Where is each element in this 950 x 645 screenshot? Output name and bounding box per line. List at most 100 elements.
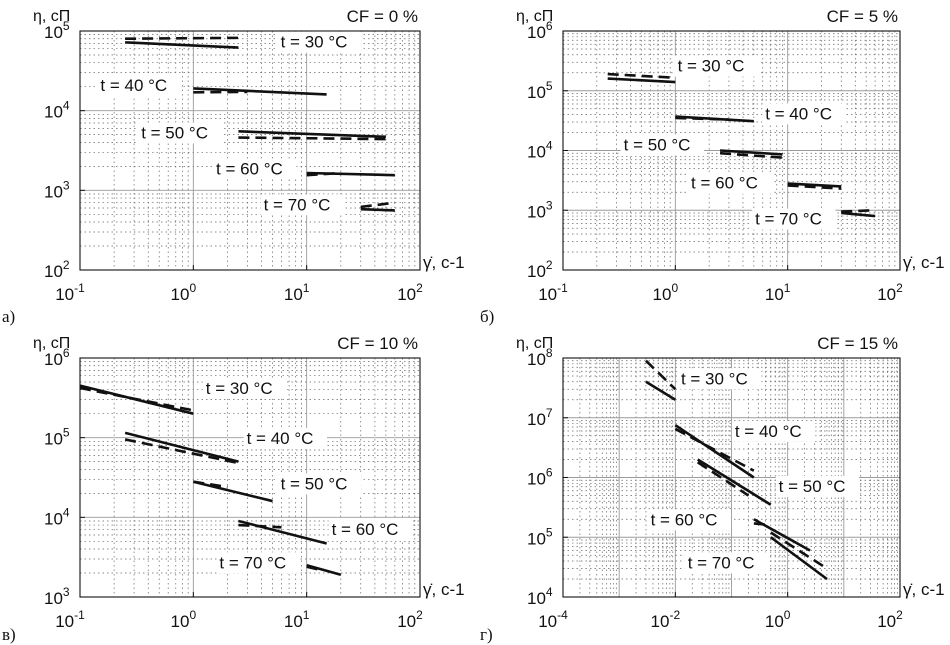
chart-panel-3: 10-1 100 101 102 103 104 105 1 0 6 t = 30 °C t = 40… <box>2 334 465 644</box>
series-line-solid <box>719 149 783 156</box>
x-tick-label: 102 <box>877 608 903 631</box>
x-tick-label: 102 <box>397 608 423 631</box>
panel-label: б) <box>480 307 494 326</box>
series-label-bg <box>138 122 222 144</box>
series-label: t = 60 °C <box>651 510 718 529</box>
series-line-dashed <box>79 386 194 412</box>
series-line-dashed <box>306 171 341 177</box>
panel-label: а) <box>2 307 15 326</box>
y-tick-exponent: 5 <box>546 79 553 93</box>
y-tick-exponent: 4 <box>546 585 553 599</box>
series-label-bg <box>202 377 287 399</box>
x-tick-exponent: 0 <box>189 608 196 622</box>
x-tick-exponent: -1 <box>74 281 85 295</box>
series-line-dashed <box>238 136 386 141</box>
y-tick-label: 104 <box>44 505 70 528</box>
series-line-dashed <box>607 72 676 80</box>
chart-panel-1: 10-1 100 101 102 102 103 104 1 0 5 t = 30 °C t = 40… <box>2 7 465 326</box>
panel-label: в) <box>2 625 16 644</box>
series-label: t = 30 °C <box>206 379 273 398</box>
x-tick-label: 102 <box>877 281 903 304</box>
series-line-solid <box>125 41 239 49</box>
x-tick-label: 100 <box>171 608 197 631</box>
y-axis-label: η, сП <box>33 335 70 352</box>
series-line-dashed <box>674 427 755 472</box>
y-tick-label: 105 <box>527 79 553 102</box>
x-tick-exponent: 1 <box>303 281 310 295</box>
x-tick-exponent: -1 <box>74 608 85 622</box>
series-label-bg <box>647 509 732 531</box>
y-tick-exponent: 3 <box>63 585 70 599</box>
series-line-dashed <box>841 208 876 213</box>
series-label: t = 30 °C <box>678 57 745 76</box>
series-line-solid <box>769 536 828 581</box>
y-tick-exponent: 6 <box>546 19 553 33</box>
y-tick-exponent: 7 <box>546 406 553 420</box>
panel-label: г) <box>480 625 493 644</box>
series-label: t = 30 °C <box>681 369 748 388</box>
series-label: t = 70 °C <box>219 553 286 572</box>
series-label-bg <box>243 428 327 450</box>
series-label: t = 40 °C <box>247 429 314 448</box>
series-line-solid <box>841 211 876 218</box>
series-line-dashed <box>306 565 320 571</box>
series-label-bg <box>277 31 361 53</box>
x-tick-exponent: 0 <box>784 608 791 622</box>
series-label: t = 50 °C <box>624 136 691 155</box>
series-label: t = 60 °C <box>691 174 758 193</box>
y-tick-exponent: 5 <box>63 426 70 440</box>
series-label-bg <box>688 172 772 194</box>
x-tick-exponent: -1 <box>557 281 568 295</box>
x-tick-exponent: 2 <box>896 281 903 295</box>
y-tick-label: 105 <box>44 426 70 449</box>
y-tick-exponent: 3 <box>546 198 553 212</box>
x-tick-exponent: 1 <box>303 608 310 622</box>
y-tick-exponent: 4 <box>63 505 70 519</box>
y-tick-label: 102 <box>527 258 553 281</box>
x-axis-label: γ̇, с-1 <box>423 580 465 599</box>
x-tick-label: 10-1 <box>55 281 85 304</box>
series-line-dashed <box>360 201 396 209</box>
series-line-dashed <box>238 523 282 529</box>
x-tick-label: 10-2 <box>651 608 681 631</box>
chart-title: CF = 15 % <box>817 334 898 353</box>
series-label: t = 60 °C <box>332 520 399 539</box>
chart-panel-2: 10-1 100 101 102 102 103 104 105 1 0 6 t = 30 °C t =… <box>480 7 945 326</box>
x-tick-exponent: 0 <box>671 281 678 295</box>
series-label: t = 50 °C <box>779 477 846 496</box>
series-line-solid <box>124 431 239 463</box>
series-label-bg <box>762 103 846 125</box>
x-tick-exponent: 2 <box>416 608 423 622</box>
x-axis-label: γ̇, с-1 <box>903 253 945 272</box>
plot-frame <box>79 357 421 598</box>
series-line-solid <box>697 458 772 506</box>
series-label-bg <box>328 518 412 540</box>
series-label-bg <box>677 368 762 390</box>
x-tick-label: 100 <box>653 281 679 304</box>
x-tick-exponent: -2 <box>669 608 680 622</box>
y-tick-label: 103 <box>44 585 70 608</box>
x-tick-label: 10-4 <box>538 608 568 631</box>
series-label: t = 50 °C <box>141 124 208 143</box>
y-tick-exponent: 8 <box>546 346 553 360</box>
y-tick-label: 103 <box>44 178 70 201</box>
series-line-dashed <box>193 480 228 489</box>
y-tick-exponent: 5 <box>63 19 70 33</box>
series-line-dashed <box>125 36 239 41</box>
series-line-solid <box>607 77 676 84</box>
y-tick-exponent: 5 <box>546 525 553 539</box>
y-tick-label: 107 <box>527 406 553 429</box>
series-label: t = 40 °C <box>735 422 802 441</box>
x-tick-label: 100 <box>171 281 197 304</box>
y-tick-exponent: 2 <box>63 258 70 272</box>
y-tick-exponent: 6 <box>546 466 553 480</box>
y-tick-label: 105 <box>527 525 553 548</box>
y-tick-label: 104 <box>527 139 553 162</box>
series-label-bg <box>216 552 300 574</box>
series-line-dashed <box>770 531 828 570</box>
series-line-solid <box>645 380 677 401</box>
chart-title: CF = 0 % <box>347 7 418 26</box>
y-axis-label: η, сП <box>516 8 553 25</box>
y-tick-label: 102 <box>44 258 70 281</box>
